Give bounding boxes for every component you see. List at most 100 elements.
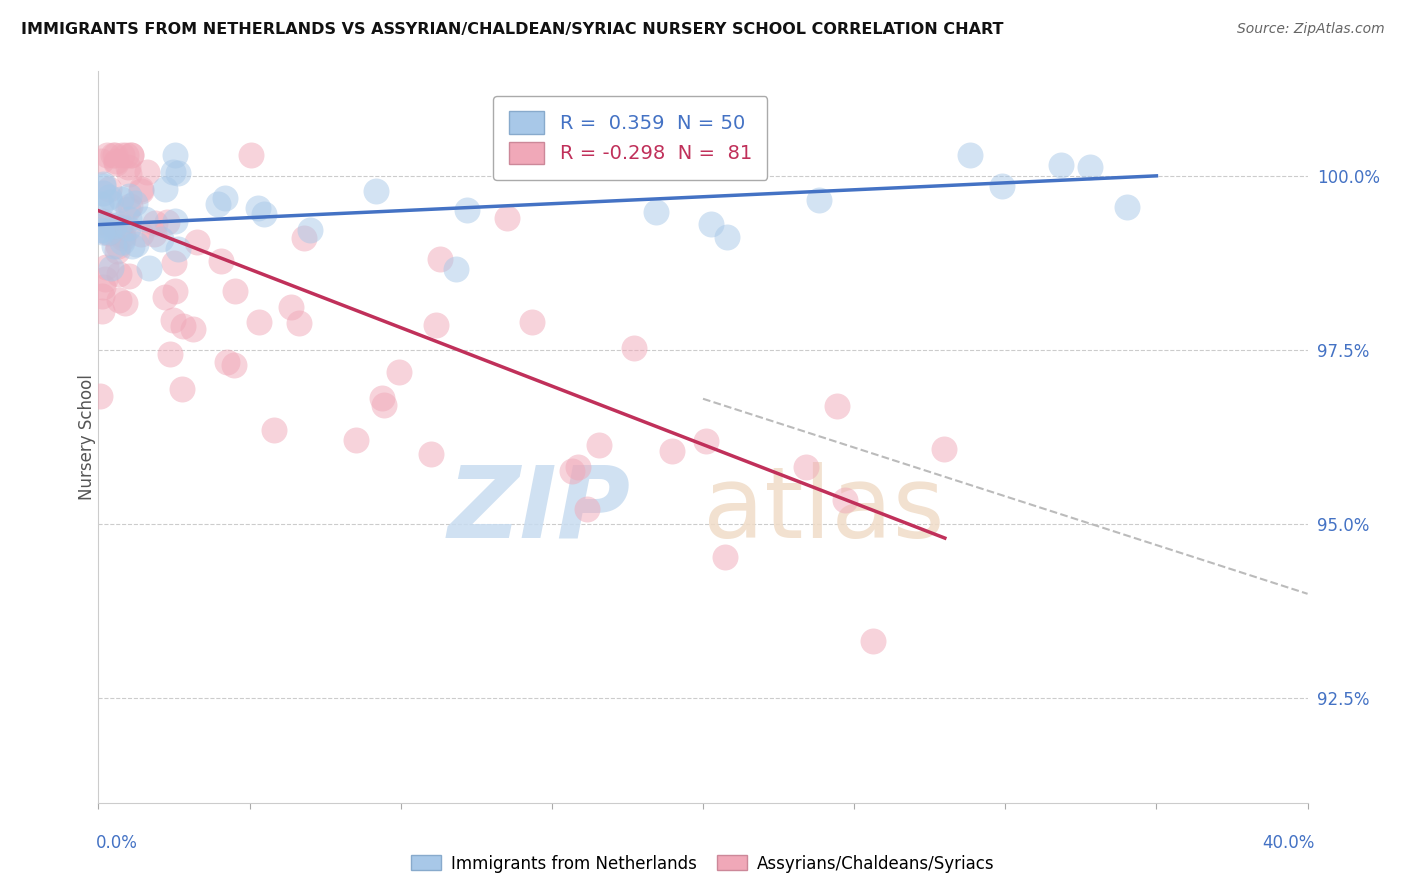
Point <box>131 184 153 198</box>
Point <box>444 262 467 277</box>
Point <box>163 148 186 162</box>
Point <box>716 230 738 244</box>
Point <box>120 148 142 162</box>
Point <box>287 317 309 331</box>
Point <box>107 293 129 308</box>
Point <box>645 205 668 219</box>
Point <box>111 148 134 162</box>
Point <box>98 225 121 239</box>
Point <box>120 148 142 162</box>
Point <box>93 279 115 293</box>
Point <box>170 382 193 396</box>
Legend: R =  0.359  N = 50, R = -0.298  N =  81: R = 0.359 N = 50, R = -0.298 N = 81 <box>494 95 768 179</box>
Point <box>263 423 285 437</box>
Point <box>108 217 131 231</box>
Point <box>215 355 238 369</box>
Point <box>623 341 645 355</box>
Point <box>247 201 270 215</box>
Point <box>118 167 141 181</box>
Point <box>118 269 141 284</box>
Point <box>714 549 737 564</box>
Point <box>89 388 111 402</box>
Point <box>162 312 184 326</box>
Point <box>90 223 112 237</box>
Point <box>104 156 127 170</box>
Point <box>131 182 153 196</box>
Point <box>97 226 120 240</box>
Point <box>1050 159 1073 173</box>
Point <box>224 285 246 299</box>
Point <box>107 267 129 281</box>
Point <box>862 633 884 648</box>
Point <box>280 300 302 314</box>
Point <box>794 460 817 475</box>
Point <box>93 272 115 286</box>
Point <box>134 212 156 227</box>
Point <box>181 322 204 336</box>
Point <box>120 199 142 213</box>
Point <box>253 207 276 221</box>
Point <box>163 255 186 269</box>
Point <box>292 230 315 244</box>
Point <box>156 215 179 229</box>
Point <box>520 315 543 329</box>
Point <box>370 392 392 406</box>
Point <box>90 289 112 303</box>
Point <box>387 365 409 379</box>
Point <box>129 227 152 241</box>
Point <box>108 220 131 235</box>
Point <box>94 218 117 232</box>
Point <box>98 195 121 210</box>
Point <box>115 148 138 162</box>
Point <box>425 318 447 332</box>
Point <box>111 235 134 249</box>
Point <box>118 212 141 227</box>
Point <box>495 211 517 225</box>
Point <box>344 434 367 448</box>
Point <box>98 190 121 204</box>
Point <box>124 195 146 210</box>
Point <box>100 261 122 276</box>
Point <box>661 444 683 458</box>
Point <box>90 197 112 211</box>
Text: atlas: atlas <box>703 462 945 558</box>
Point <box>103 219 125 234</box>
Point <box>172 318 194 333</box>
Point <box>112 227 135 242</box>
Text: IMMIGRANTS FROM NETHERLANDS VS ASSYRIAN/CHALDEAN/SYRIAC NURSERY SCHOOL CORRELATI: IMMIGRANTS FROM NETHERLANDS VS ASSYRIAN/… <box>21 22 1004 37</box>
Point <box>561 464 583 478</box>
Point <box>114 296 136 310</box>
Point <box>1078 161 1101 175</box>
Point <box>153 290 176 304</box>
Point <box>575 502 598 516</box>
Text: 0.0%: 0.0% <box>96 834 138 852</box>
Point <box>110 192 132 206</box>
Point <box>959 148 981 162</box>
Point <box>588 438 610 452</box>
Point <box>214 191 236 205</box>
Point <box>159 347 181 361</box>
Legend: Immigrants from Netherlands, Assyrians/Chaldeans/Syriacs: Immigrants from Netherlands, Assyrians/C… <box>405 848 1001 880</box>
Point <box>143 216 166 230</box>
Point <box>700 217 723 231</box>
Point <box>90 154 112 169</box>
Point <box>166 166 188 180</box>
Point <box>165 214 187 228</box>
Point <box>91 303 114 318</box>
Point <box>112 231 135 245</box>
Point <box>117 160 139 174</box>
Text: ZIP: ZIP <box>447 462 630 558</box>
Point <box>104 148 127 162</box>
Point <box>97 182 120 196</box>
Point <box>91 179 114 194</box>
Point <box>163 284 186 298</box>
Point <box>162 165 184 179</box>
Point <box>118 188 141 202</box>
Point <box>149 232 172 246</box>
Point <box>373 398 395 412</box>
Point <box>91 178 114 192</box>
Point <box>125 236 148 251</box>
Point <box>567 460 589 475</box>
Point <box>240 148 263 162</box>
Point <box>91 214 114 228</box>
